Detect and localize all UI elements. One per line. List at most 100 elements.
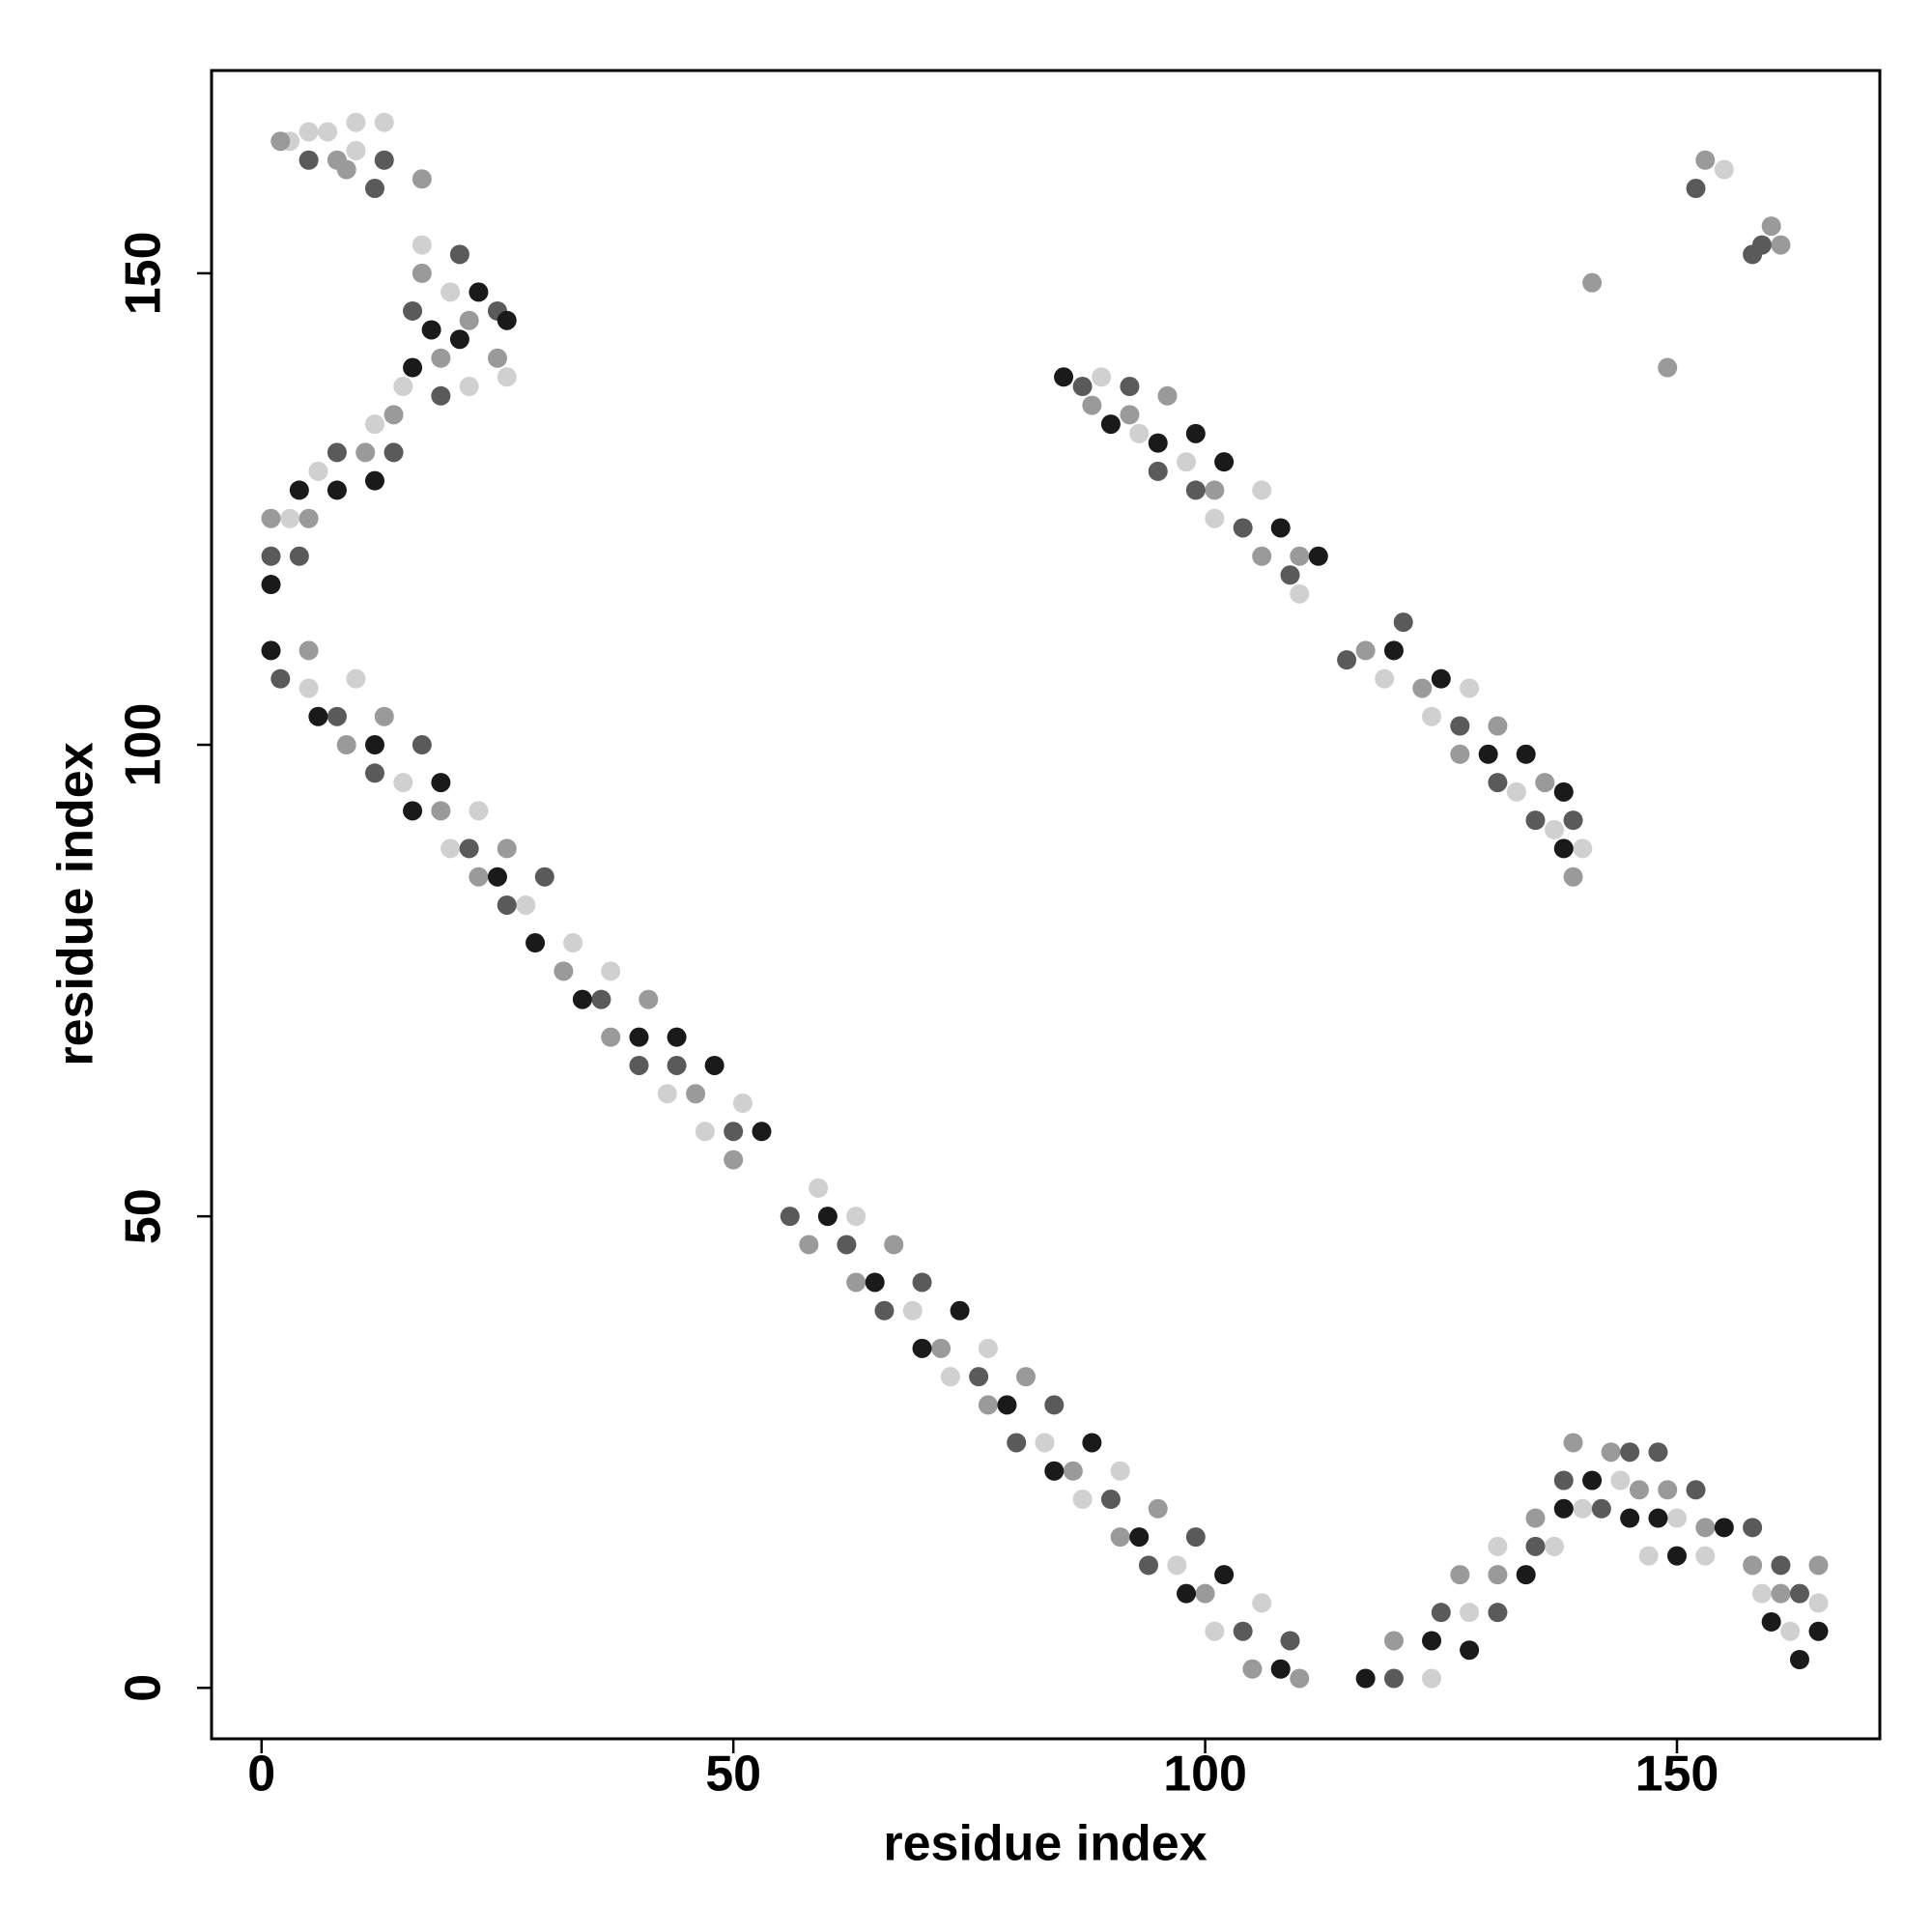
point xyxy=(1648,1508,1668,1528)
point xyxy=(1648,1442,1668,1463)
point xyxy=(1015,1367,1036,1387)
point xyxy=(1808,1621,1829,1641)
point xyxy=(1488,773,1508,793)
point xyxy=(1082,1433,1102,1453)
point xyxy=(261,508,281,528)
point xyxy=(1205,508,1225,528)
point xyxy=(1290,1668,1310,1689)
point xyxy=(421,320,441,340)
point xyxy=(298,640,319,661)
point xyxy=(799,1235,819,1255)
point xyxy=(1110,1461,1130,1481)
point xyxy=(289,546,309,566)
point xyxy=(1072,377,1093,397)
point xyxy=(1638,1546,1659,1566)
point xyxy=(497,895,517,915)
point xyxy=(969,1367,989,1387)
points xyxy=(261,112,1829,1689)
point xyxy=(837,1235,857,1255)
point xyxy=(1422,706,1442,726)
point xyxy=(289,480,309,500)
point xyxy=(1431,1603,1451,1623)
point xyxy=(1460,678,1480,698)
point xyxy=(1714,1518,1734,1538)
point xyxy=(346,112,366,132)
point xyxy=(1761,1611,1781,1632)
point xyxy=(865,1272,885,1293)
point xyxy=(846,1207,867,1227)
point xyxy=(431,348,451,368)
point xyxy=(374,150,394,170)
point xyxy=(1525,810,1546,831)
point xyxy=(780,1207,800,1227)
point xyxy=(1148,461,1168,481)
point xyxy=(440,282,461,302)
point xyxy=(629,1027,649,1047)
point xyxy=(1545,1536,1565,1556)
point xyxy=(724,1150,744,1170)
point xyxy=(1383,1668,1404,1689)
point xyxy=(1214,452,1235,472)
point xyxy=(1138,1555,1158,1576)
point xyxy=(355,442,376,463)
point xyxy=(412,263,432,283)
point xyxy=(374,112,394,132)
point xyxy=(469,867,489,887)
point xyxy=(346,668,366,689)
point xyxy=(1129,1527,1150,1548)
point xyxy=(1290,546,1310,566)
point xyxy=(497,310,517,330)
point xyxy=(732,1094,753,1114)
point xyxy=(1205,1621,1225,1641)
point xyxy=(1658,1480,1678,1500)
point xyxy=(1535,773,1555,793)
point xyxy=(1525,1508,1546,1528)
point xyxy=(1553,1470,1574,1491)
point xyxy=(384,442,404,463)
point xyxy=(1177,452,1197,472)
point xyxy=(1582,272,1603,293)
point xyxy=(403,357,423,378)
point xyxy=(261,640,281,661)
point xyxy=(459,377,479,397)
point xyxy=(364,414,384,435)
point xyxy=(1460,1603,1480,1623)
point xyxy=(431,801,451,821)
point xyxy=(1545,819,1565,839)
point xyxy=(1563,1433,1583,1453)
point xyxy=(1525,1536,1546,1556)
point xyxy=(1355,640,1376,661)
point xyxy=(1290,583,1310,604)
point xyxy=(1553,781,1574,802)
point xyxy=(1167,1555,1187,1576)
point xyxy=(526,933,546,953)
point xyxy=(1591,1498,1611,1519)
point xyxy=(412,169,432,189)
point xyxy=(261,575,281,595)
point xyxy=(1488,1565,1508,1585)
point xyxy=(563,933,583,953)
point xyxy=(978,1338,998,1358)
point xyxy=(497,367,517,387)
point xyxy=(364,735,384,755)
point xyxy=(1573,1498,1593,1519)
point xyxy=(1375,668,1395,689)
point xyxy=(1129,423,1150,443)
point xyxy=(1695,1546,1716,1566)
point xyxy=(1120,405,1140,425)
point xyxy=(1092,367,1112,387)
x-axis-title: residue index xyxy=(883,1816,1207,1872)
point xyxy=(1355,1668,1376,1689)
point xyxy=(1686,1480,1706,1500)
point xyxy=(384,405,404,425)
point xyxy=(1100,414,1121,435)
point xyxy=(534,867,554,887)
point xyxy=(931,1338,952,1358)
point xyxy=(1488,716,1508,736)
point xyxy=(1383,640,1404,661)
point xyxy=(270,668,291,689)
point xyxy=(431,773,451,793)
point xyxy=(280,508,300,528)
point xyxy=(667,1027,687,1047)
